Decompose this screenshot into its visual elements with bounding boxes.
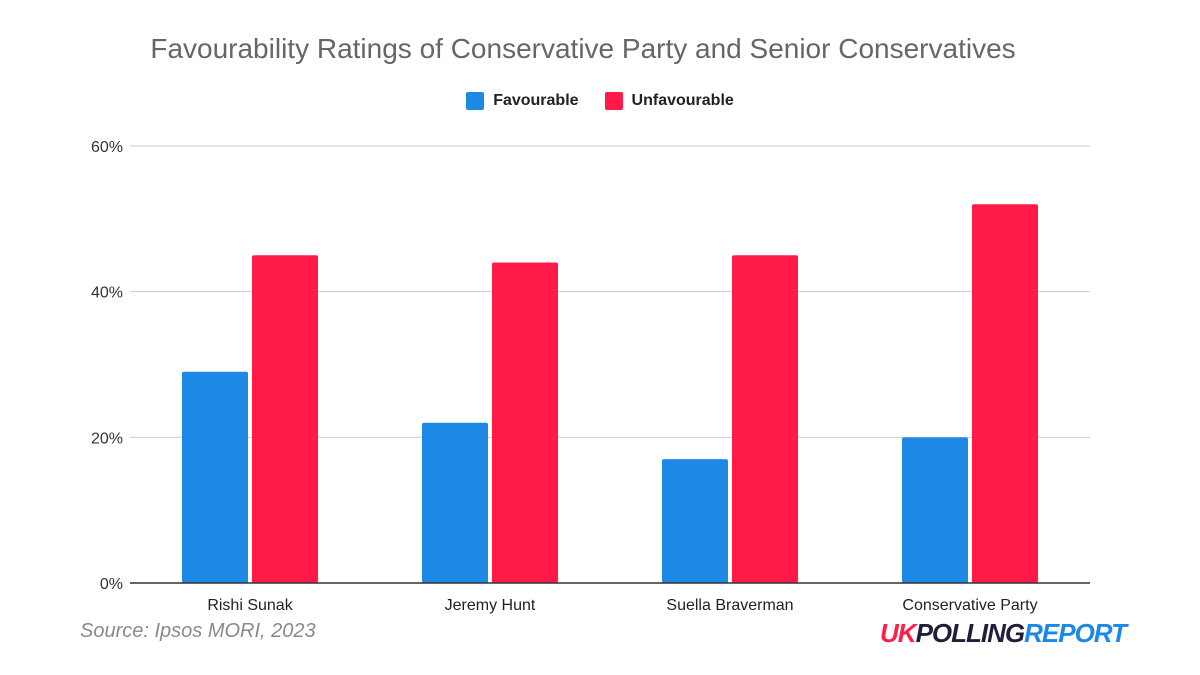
y-tick-label: 20% xyxy=(91,430,123,447)
x-category-label: Suella Braverman xyxy=(666,597,793,614)
legend-item-unfavourable: Unfavourable xyxy=(604,92,734,110)
bar-favourable-rishi-sunak xyxy=(182,371,248,583)
x-category-label: Rishi Sunak xyxy=(207,597,293,614)
bar-unfavourable-conservative-party xyxy=(972,204,1038,583)
bar-unfavourable-rishi-sunak xyxy=(252,255,318,583)
uk-polling-report-logo: UKPOLLINGREPORT xyxy=(880,618,1127,649)
y-tick-label: 40% xyxy=(91,285,123,302)
legend-swatch-favourable xyxy=(466,92,485,110)
x-category-label: Jeremy Hunt xyxy=(445,597,536,614)
bar-unfavourable-suella-braverman xyxy=(732,255,798,583)
legend-swatch-unfavourable xyxy=(604,92,623,110)
legend-label-unfavourable: Unfavourable xyxy=(631,92,734,109)
bar-favourable-suella-braverman xyxy=(662,459,728,583)
x-category-label: Conservative Party xyxy=(902,597,1037,614)
bar-favourable-jeremy-hunt xyxy=(422,422,488,583)
source-note: Source: Ipsos MORI, 2023 xyxy=(80,620,316,642)
logo-polling-text: POLLING xyxy=(915,618,1026,648)
legend: Favourable Unfavourable xyxy=(0,92,1200,110)
bar-favourable-conservative-party xyxy=(902,437,968,583)
legend-label-favourable: Favourable xyxy=(493,92,579,109)
chart-title: Favourability Ratings of Conservative Pa… xyxy=(150,33,1016,64)
logo-report-text: REPORT xyxy=(1024,618,1127,648)
logo-uk-text: UK xyxy=(880,618,917,648)
legend-item-favourable: Favourable xyxy=(466,92,579,110)
bar-unfavourable-jeremy-hunt xyxy=(492,262,558,583)
y-tick-label: 0% xyxy=(100,576,123,593)
y-tick-label: 60% xyxy=(91,139,123,156)
